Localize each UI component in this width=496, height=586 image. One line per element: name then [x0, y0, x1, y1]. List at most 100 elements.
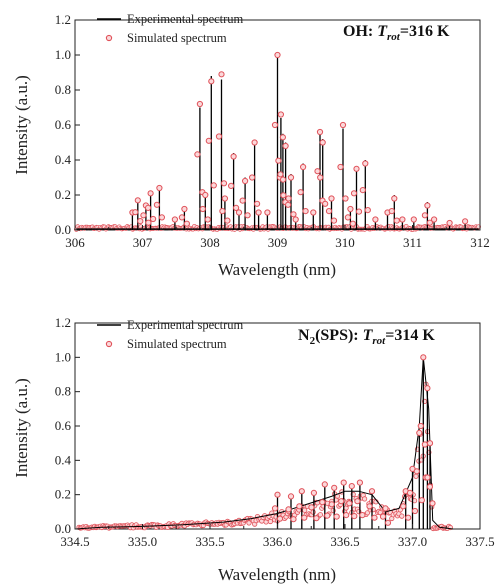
x-tick-label: 336.0 — [263, 534, 292, 549]
simulated-peak-marker — [393, 217, 400, 224]
simulated-peak-marker — [285, 195, 292, 202]
simulated-marker — [302, 507, 308, 513]
simulated-peak-marker — [405, 514, 412, 521]
simulated-peak-marker — [356, 479, 363, 486]
simulated-peak-marker — [215, 133, 223, 140]
simulated-peak-marker — [183, 220, 190, 227]
simulated-marker — [317, 512, 323, 518]
x-tick-label: 307 — [133, 235, 153, 250]
simulated-peak-marker — [277, 171, 284, 178]
simulated-peak-marker — [325, 208, 333, 215]
simulated-peak-marker — [285, 201, 292, 208]
simulated-peak-marker — [219, 208, 226, 215]
simulated-peak-marker — [251, 139, 258, 146]
simulated-marker — [246, 520, 252, 526]
simulated-peak-marker — [400, 503, 407, 510]
y-tick-label: 1.2 — [55, 315, 71, 330]
simulated-peak-marker — [254, 200, 261, 207]
simulated-peak-marker — [296, 503, 303, 510]
simulated-peak-marker — [218, 71, 225, 78]
y-tick-label: 0.0 — [55, 521, 71, 536]
legend-label-experimental: Experimental spectrum — [127, 318, 244, 332]
y-tick-label: 0.0 — [55, 222, 71, 237]
simulated-peak-marker — [271, 505, 279, 512]
x-tick-label: 306 — [65, 235, 85, 250]
x-tick-label: 334.5 — [60, 534, 89, 549]
simulated-marker — [364, 510, 371, 516]
simulated-peak-marker — [426, 440, 434, 447]
simulated-peak-marker — [290, 516, 297, 523]
simulated-marker — [399, 513, 405, 519]
simulated-peak-marker — [371, 514, 378, 521]
simulated-peak-marker — [194, 151, 201, 158]
y-tick-label: 1.0 — [55, 47, 71, 62]
simulated-peak-marker — [388, 208, 395, 215]
simulated-peak-marker — [379, 513, 387, 520]
simulated-peak-marker — [287, 493, 295, 500]
x-tick-label: 337.0 — [398, 534, 427, 549]
x-tick-label: 336.5 — [330, 534, 359, 549]
simulated-peak-marker — [346, 500, 353, 507]
simulated-peak-marker — [431, 216, 438, 223]
simulated-peak-marker — [290, 211, 297, 218]
simulated-peak-marker — [366, 503, 373, 510]
simulated-peak-marker — [321, 481, 328, 488]
simulated-peak-marker — [424, 385, 431, 392]
y-axis-title: Intensity (a.u.) — [12, 75, 31, 175]
oh-spectrum-panel: 306 307 308 309 310 311 312 0.0 0.2 0.4 0.6 0.8 1.0 1… — [12, 12, 490, 279]
series-layer — [73, 51, 481, 232]
legend-label-experimental: Experimental spectrum — [127, 12, 244, 26]
x-axis-title: Wavelength (nm) — [218, 565, 336, 584]
simulated-peak-marker — [301, 514, 308, 521]
experimental-envelope-line — [74, 357, 454, 530]
simulated-peak-marker — [244, 212, 251, 219]
simulated-peak-marker — [354, 498, 361, 505]
simulated-peak-marker — [424, 202, 431, 209]
y-tick-label: 0.8 — [55, 82, 71, 97]
simulated-peak-marker — [319, 499, 326, 506]
simulated-peak-marker — [426, 219, 433, 226]
simulated-peak-marker — [300, 163, 307, 171]
simulated-peak-marker — [333, 513, 340, 520]
simulated-peak-marker — [331, 484, 338, 491]
simulated-peak-marker — [372, 216, 379, 223]
x-tick-label: 335.0 — [128, 534, 157, 549]
simulated-peak-marker — [181, 205, 188, 213]
simulated-peak-marker — [418, 497, 425, 504]
simulated-peak-marker — [319, 139, 326, 146]
simulated-peak-marker — [355, 208, 363, 215]
simulated-peak-marker — [224, 217, 231, 224]
simulated-peak-marker — [343, 512, 350, 519]
simulated-peak-marker — [279, 134, 286, 141]
simulated-peak-marker — [178, 214, 185, 221]
y-tick-label: 1.0 — [55, 349, 71, 364]
series-layer — [74, 354, 454, 532]
simulated-peak-marker — [145, 219, 152, 226]
y-tick-label: 1.2 — [55, 12, 71, 27]
panel-title: OH: Trot=316 K — [343, 23, 450, 43]
simulated-peak-marker — [235, 209, 243, 216]
simulated-peak-marker — [420, 354, 427, 361]
simulated-peak-marker — [204, 216, 211, 223]
simulated-peak-marker — [277, 111, 284, 118]
simulated-peak-marker — [316, 128, 324, 136]
simulated-peak-marker — [292, 216, 299, 223]
simulated-marker — [361, 496, 368, 502]
simulated-peak-marker — [317, 174, 324, 181]
simulated-peak-marker — [158, 214, 165, 221]
simulated-marker — [310, 509, 316, 515]
legend-marker-swatch — [105, 340, 113, 348]
simulated-peak-marker — [359, 512, 366, 519]
simulated-peak-marker — [249, 174, 256, 181]
simulated-peak-marker — [274, 491, 281, 498]
x-tick-label: 312 — [470, 235, 490, 250]
simulated-peak-marker — [340, 479, 347, 486]
n2-sps-spectrum-panel: 334.5 335.0 335.5 336.0 336.5 337.0 337.5 0.0 0.… — [12, 315, 495, 584]
simulated-peak-marker — [205, 137, 212, 144]
simulated-peak-marker — [424, 474, 431, 481]
simulated-peak-marker — [322, 200, 329, 207]
ticks-layer: 306 307 308 309 310 311 312 0.0 0.2 0.4 0.6 0.8 1.0 1… — [55, 12, 490, 250]
simulated-peak-marker — [233, 204, 240, 211]
simulated-peak-marker — [368, 488, 376, 495]
